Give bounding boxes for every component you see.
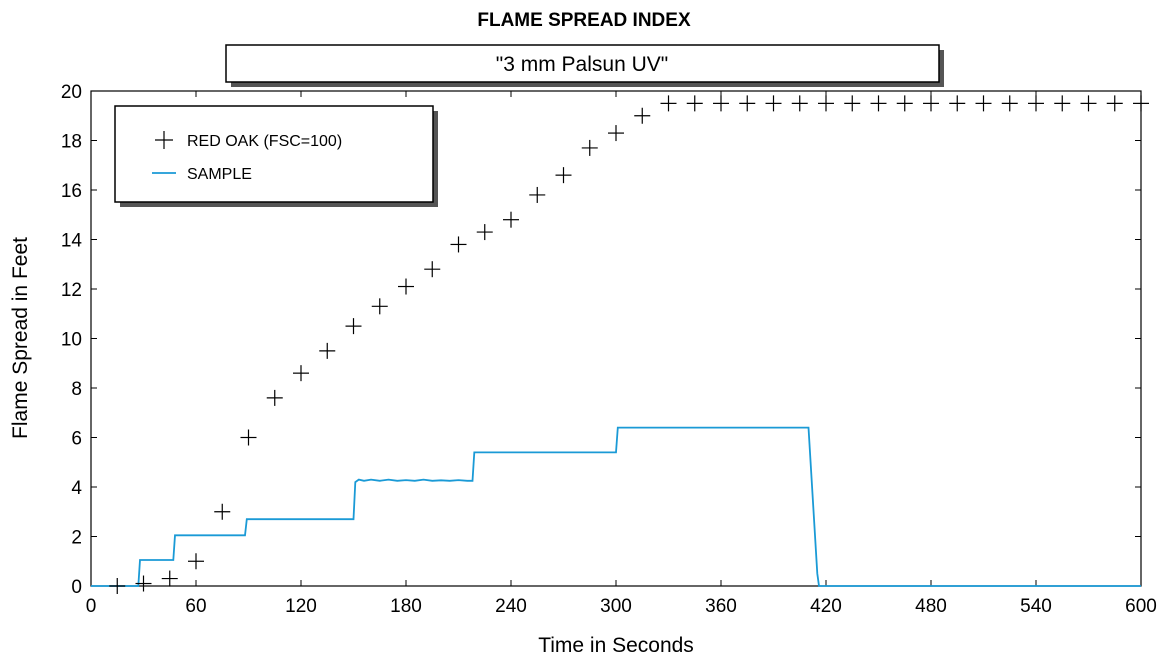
red-oak-point xyxy=(214,503,231,520)
y-tick-label: 0 xyxy=(71,577,82,598)
x-tick-label: 480 xyxy=(915,596,947,617)
red-oak-point xyxy=(975,95,992,112)
y-tick-label: 4 xyxy=(71,478,82,499)
red-oak-point xyxy=(266,389,283,406)
legend-marker-red-oak xyxy=(155,131,173,149)
red-oak-point xyxy=(188,553,204,570)
chart-subtitle: "3 mm Palsun UV" xyxy=(496,53,668,76)
y-axis: 0 2 4 6 8 10 12 14 16 18 20 xyxy=(61,82,1141,598)
red-oak-point xyxy=(529,186,546,203)
x-tick-label: 360 xyxy=(705,596,737,617)
subtitle-box: "3 mm Palsun UV" xyxy=(225,44,944,87)
y-tick-label: 14 xyxy=(61,231,83,252)
x-tick-label: 300 xyxy=(600,596,632,617)
red-oak-point xyxy=(870,95,887,112)
red-oak-point xyxy=(293,365,309,382)
x-tick-label: 600 xyxy=(1125,596,1157,617)
x-tick-label: 420 xyxy=(810,596,842,617)
y-tick-label: 6 xyxy=(71,429,82,450)
series-layer xyxy=(91,95,1149,594)
red-oak-point xyxy=(634,107,651,124)
y-tick-label: 8 xyxy=(71,379,82,400)
y-axis-label: Flame Spread in Feet xyxy=(9,237,32,439)
x-tick-label: 180 xyxy=(390,596,422,617)
red-oak-point xyxy=(1106,95,1123,112)
legend-label-red-oak: RED OAK (FSC=100) xyxy=(187,133,342,150)
y-tick-label: 12 xyxy=(61,280,82,301)
red-oak-point xyxy=(135,575,152,592)
red-oak-point xyxy=(503,211,519,228)
legend: RED OAK (FSC=100) SAMPLE xyxy=(114,105,438,207)
red-oak-point xyxy=(660,95,677,112)
red-oak-point xyxy=(319,342,336,359)
legend-label-sample: SAMPLE xyxy=(187,166,252,183)
red-oak-point xyxy=(109,578,126,594)
x-axis: 0 60 120 180 240 300 360 420 480 540 600 xyxy=(86,91,1157,617)
red-oak-point xyxy=(1001,95,1018,112)
red-oak-point xyxy=(791,95,808,112)
red-oak-point xyxy=(581,139,598,156)
y-tick-label: 2 xyxy=(71,528,82,549)
red-oak-point xyxy=(818,95,834,112)
red-oak-point xyxy=(161,570,178,587)
red-oak-point xyxy=(371,298,388,315)
red-oak-point xyxy=(555,167,572,184)
red-oak-point xyxy=(398,278,414,295)
red-oak-point xyxy=(608,125,624,142)
y-tick-label: 20 xyxy=(61,82,82,103)
y-tick-label: 10 xyxy=(61,330,82,351)
red-oak-point xyxy=(923,95,939,112)
red-oak-point xyxy=(240,429,257,446)
red-oak-point xyxy=(896,95,913,112)
red-oak-point xyxy=(1028,95,1044,112)
red-oak-point xyxy=(949,95,966,112)
red-oak-point xyxy=(686,95,703,112)
sample-line xyxy=(91,426,1141,587)
red-oak-point xyxy=(1080,95,1097,112)
red-oak-point xyxy=(345,318,362,335)
red-oak-point xyxy=(424,261,441,278)
x-tick-label: 0 xyxy=(86,596,97,617)
red-oak-point xyxy=(450,236,467,253)
x-tick-label: 240 xyxy=(495,596,527,617)
red-oak-point xyxy=(713,95,729,112)
x-tick-label: 60 xyxy=(185,596,206,617)
y-tick-label: 16 xyxy=(61,181,82,202)
red-oak-point xyxy=(765,95,782,112)
red-oak-point xyxy=(844,95,861,112)
x-axis-label: Time in Seconds xyxy=(538,634,694,657)
chart-title: FLAME SPREAD INDEX xyxy=(477,10,691,31)
red-oak-point xyxy=(1133,95,1149,112)
red-oak-point xyxy=(476,224,493,241)
y-tick-label: 18 xyxy=(61,132,82,153)
x-tick-label: 120 xyxy=(285,596,317,617)
x-tick-label: 540 xyxy=(1020,596,1052,617)
red-oak-point xyxy=(1054,95,1071,112)
red-oak-point xyxy=(739,95,756,112)
